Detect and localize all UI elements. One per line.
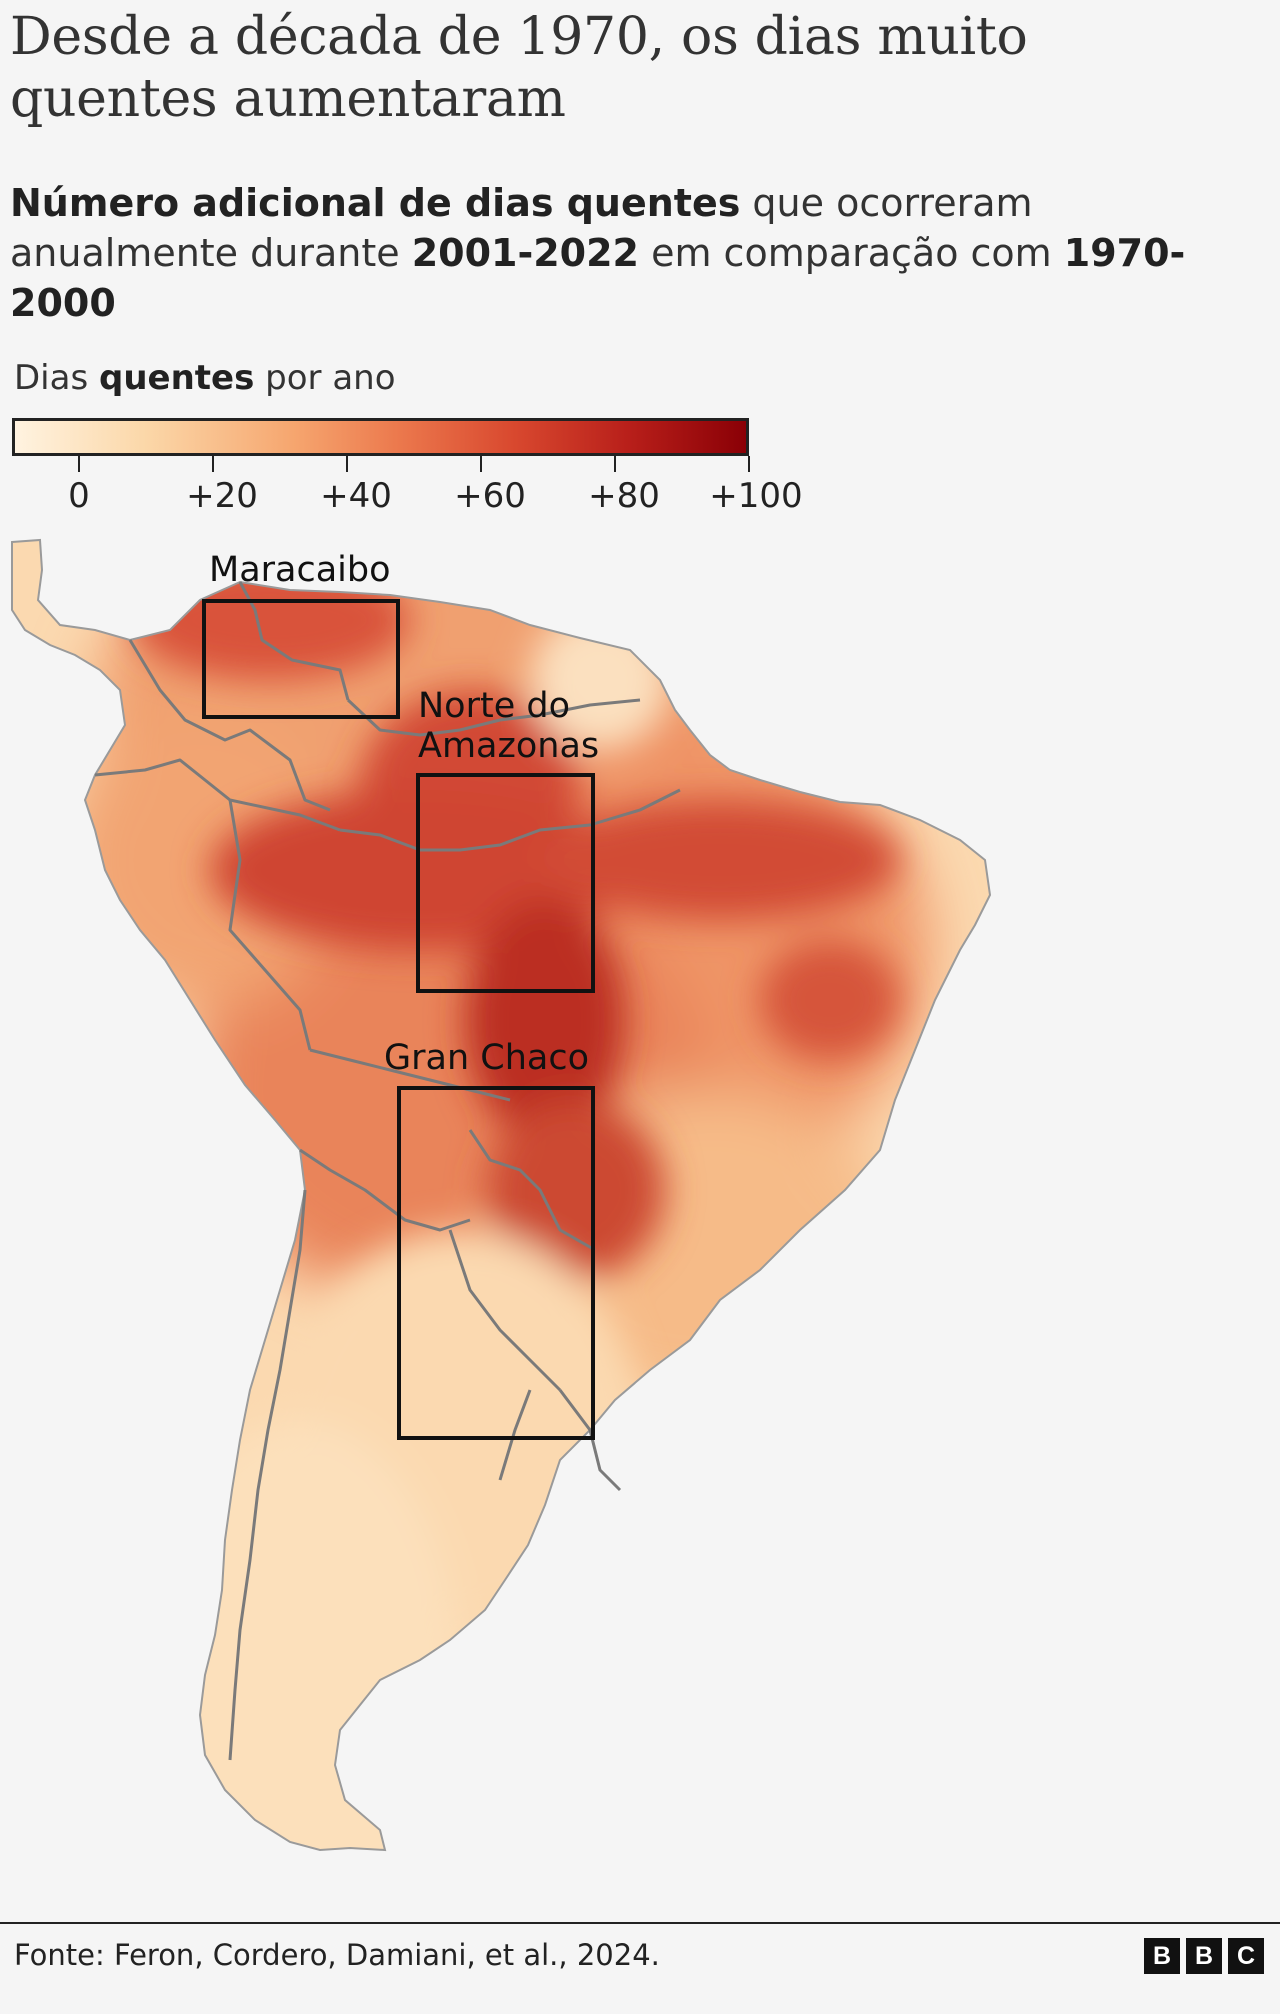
legend-tick-mark <box>346 456 348 472</box>
legend-color-scale <box>12 418 749 456</box>
heat-hotspot-chaco-north <box>465 900 625 1140</box>
legend-tick-mark <box>212 456 214 472</box>
subtitle-text-2: que ocorreram anualmente durante <box>10 181 1033 275</box>
footer-divider <box>0 1922 1280 1924</box>
legend-tick-label: +100 <box>709 476 803 516</box>
subtitle-bold-3: 2001-2022 <box>411 231 639 275</box>
heat-hotspot-chaco-east <box>485 1100 665 1280</box>
border-ecuador-peru <box>94 758 341 832</box>
border-peru-brazil <box>228 799 312 1051</box>
label-norte-do-amazonas-line2: Amazonas <box>418 726 600 766</box>
legend-title-part2: por ano <box>254 358 396 398</box>
gran-chaco-box <box>397 1086 595 1440</box>
maracaibo-box <box>202 599 400 719</box>
legend-title: Dias quentes por ano <box>14 358 396 398</box>
border-paraguay <box>468 1129 596 1252</box>
label-norte-do-amazonas-line1: Norte do <box>418 686 570 726</box>
country-borders <box>94 581 681 1761</box>
bbc-logo-block: B <box>1186 1938 1222 1974</box>
border-chile-argentina <box>228 1189 307 1761</box>
legend-ticks: 0 +20 +40 +60 +80 +100 <box>0 456 803 516</box>
legend-tick-label: 0 <box>68 476 90 516</box>
label-norte-do-amazonas: Norte do Amazonas <box>418 686 599 766</box>
legend-tick-mark <box>614 456 616 472</box>
legend-tick-label: +80 <box>588 476 660 516</box>
subtitle-text-4: em comparação com <box>639 231 1064 275</box>
legend-tick-mark <box>78 456 80 472</box>
border-argentina-paraguay <box>448 1229 562 1392</box>
legend-title-part1: Dias <box>14 358 99 398</box>
bbc-logo-block: B <box>1144 1938 1180 1974</box>
bbc-logo-block: C <box>1228 1938 1264 1974</box>
heat-hotspot-bahia <box>760 940 900 1060</box>
chart-subtitle: Número adicional de dias quentes que oco… <box>10 178 1270 328</box>
source-note: Fonte: Feron, Cordero, Damiani, et al., … <box>14 1938 660 1972</box>
label-gran-chaco: Gran Chaco <box>384 1038 589 1078</box>
legend-tick-label: +60 <box>454 476 526 516</box>
legend-tick-label: +20 <box>186 476 258 516</box>
legend-title-bold: quentes <box>98 358 255 398</box>
border-amazon-river <box>339 788 681 852</box>
norte-do-amazonas-box <box>416 773 595 993</box>
legend-tick-mark <box>480 456 482 472</box>
subtitle-bold-1: Número adicional de dias quentes <box>10 181 741 225</box>
south-america-map <box>11 539 991 1851</box>
border-argentina-brazil <box>558 1389 622 1492</box>
border-uruguay <box>498 1389 532 1481</box>
border-bolivia-south <box>299 1148 471 1232</box>
chart-title: Desde a década de 1970, os dias muito qu… <box>10 7 1028 129</box>
border-guianas <box>346 698 641 737</box>
border-colombia-venezuela <box>128 639 331 812</box>
subtitle-bold-5: 1970-2000 <box>10 231 1186 325</box>
label-maracaibo: Maracaibo <box>209 550 391 590</box>
heat-hotspot-northeast <box>540 800 900 920</box>
region-boxes <box>202 599 595 1440</box>
bbc-logo: B B C <box>1144 1938 1264 1974</box>
legend-tick-mark <box>748 456 750 472</box>
border-bolivia-north <box>309 1048 511 1102</box>
legend-tick-label: +40 <box>320 476 392 516</box>
border-venezuela-inner <box>238 581 350 701</box>
